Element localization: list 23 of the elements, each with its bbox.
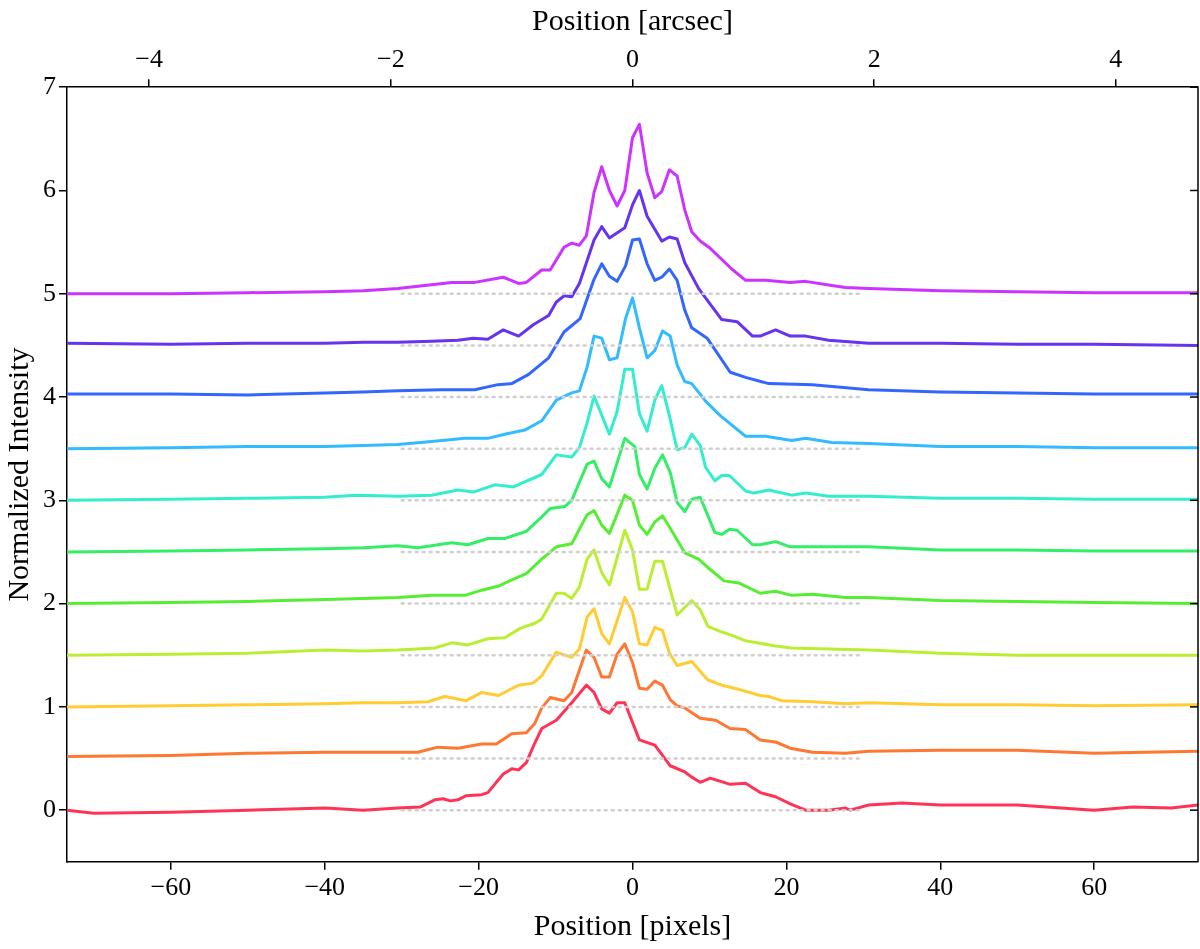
- y-tick-label: 2: [43, 587, 56, 617]
- y-tick-label: 1: [43, 690, 56, 720]
- y-tick-label: 0: [43, 793, 56, 823]
- y-tick-label: 4: [43, 380, 56, 410]
- x-tick-label: −60: [150, 872, 192, 902]
- x2-tick-label: −4: [135, 44, 163, 74]
- y-tick-label: 6: [43, 174, 56, 204]
- x-tick-label: 20: [773, 872, 800, 902]
- y-tick-label: 5: [43, 277, 56, 307]
- y-tick-label: 3: [43, 484, 56, 514]
- x-tick-label: −40: [304, 872, 346, 902]
- x-tick-label: 0: [626, 872, 639, 902]
- x-tick-label: 40: [927, 872, 954, 902]
- x-axis-title: Position [pixels]: [533, 907, 732, 941]
- y-tick-label: 7: [43, 71, 56, 101]
- x2-tick-label: 0: [626, 44, 639, 74]
- y-axis-title: Normalized Intensity: [0, 347, 34, 602]
- x-tick-label: 60: [1081, 872, 1108, 902]
- x2-tick-label: 2: [867, 44, 881, 74]
- x2-tick-label: −2: [377, 44, 405, 74]
- x2-tick-label: 4: [1109, 44, 1123, 74]
- x-tick-label: −20: [458, 872, 499, 902]
- x2-axis-title: Position [arcsec]: [532, 2, 733, 36]
